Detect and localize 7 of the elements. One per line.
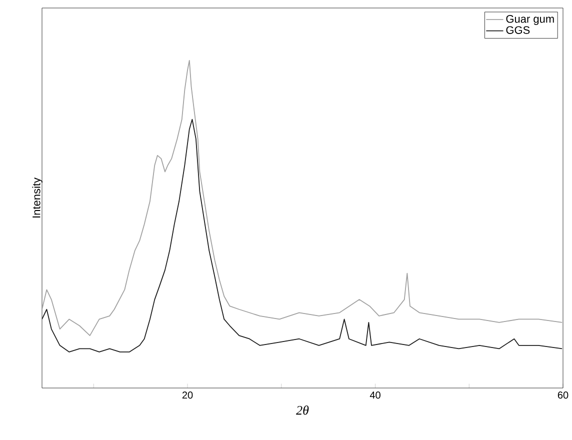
legend-label: Guar gum xyxy=(506,15,554,25)
x-tick-label: 40 xyxy=(370,392,380,399)
y-axis-title: Intensity xyxy=(32,178,42,218)
x-axis-title: 2θ xyxy=(296,405,309,415)
legend-label: GGS xyxy=(506,26,530,34)
x-tick-label: 60 xyxy=(558,392,568,399)
x-tick-label: 20 xyxy=(182,392,193,399)
